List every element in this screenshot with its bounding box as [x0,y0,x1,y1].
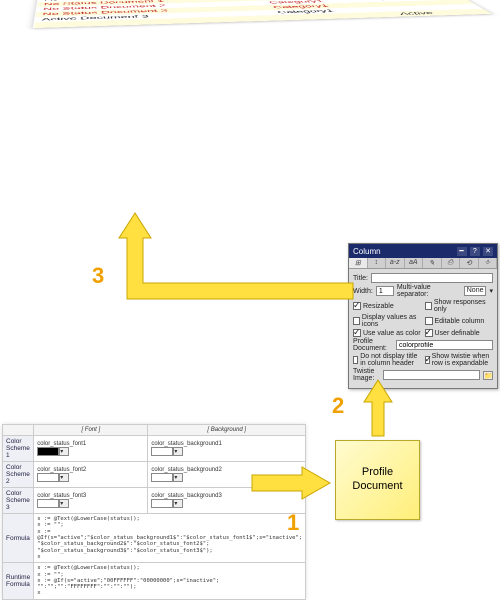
formula-label: Formula [3,514,34,563]
checkbox-label: Show twistie when row is expandable [432,353,493,367]
perspective-view: New Document Preferences Subject Categor… [40,0,460,215]
bg-color-swatch[interactable] [151,447,173,456]
checkbox[interactable] [425,356,430,364]
column-properties-dialog: Column ━ ? ✕ ⊞↕a-zaA✎⎙⟲⎀ Title: Width: M… [348,243,498,389]
chevron-down-icon[interactable]: ▾ [59,499,69,508]
hdr-background: [ Background ] [148,425,306,436]
dialog-tab[interactable]: ↕ [368,258,387,268]
chevron-down-icon[interactable]: ▾ [59,447,69,456]
dialog-tab[interactable]: ⟲ [460,258,479,268]
checkbox[interactable] [353,302,361,310]
dialog-tab[interactable]: ⎙ [442,258,461,268]
view-table: New Document Preferences Subject Categor… [33,0,492,28]
step-1-number: 1 [287,510,299,536]
title-input[interactable] [371,273,493,283]
mvsep-label: Multi-value separator: [397,284,461,298]
chevron-down-icon[interactable]: ▾ [173,499,183,508]
profile-line1: Profile [362,466,393,478]
scheme-font-cell: color_status_font3▾ [34,488,148,514]
profile-document-box: Profile Document [335,440,420,520]
dialog-tab[interactable]: ⎀ [479,258,498,268]
profiledoc-label: Profile Document: [353,338,393,352]
close-icon[interactable]: ✕ [483,247,493,256]
scheme-label: Color Scheme 1 [3,436,34,462]
checkbox-label: Do not display title in column header [360,353,421,367]
checkbox[interactable] [353,356,358,364]
checkbox[interactable] [353,329,361,337]
checkbox-label: Display values as icons [362,314,422,328]
checkbox-label: Use value as color [363,330,421,337]
chevron-down-icon[interactable]: ▾ [173,447,183,456]
window-buttons: ━ ? ✕ [456,246,493,256]
profiledoc-input[interactable] [396,340,493,350]
dialog-body: Title: Width: Multi-value separator: Non… [349,269,497,388]
checkbox[interactable] [353,317,360,325]
step-2-number: 2 [332,393,344,419]
width-label: Width: [353,288,373,295]
checkbox[interactable] [425,317,433,325]
chevron-down-icon[interactable]: ▾ [173,473,183,482]
step-3-number: 3 [92,263,104,289]
runtime-label: Runtime Formula [3,563,34,600]
dialog-tab[interactable]: a-z [386,258,405,268]
checkbox-label: Show responses only [434,299,493,313]
color-settings-panel: [ Font ] [ Background ] Color Scheme 1co… [2,424,306,600]
scheme-font-cell: color_status_font1▾ [34,436,148,462]
scheme-bg-cell: color_status_background1▾ [148,436,306,462]
help-icon[interactable]: ? [470,247,480,256]
font-color-swatch[interactable] [37,473,59,482]
chevron-down-icon[interactable]: ▾ [489,287,493,295]
scheme-label: Color Scheme 3 [3,488,34,514]
font-color-swatch[interactable] [37,447,59,456]
scheme-label: Color Scheme 2 [3,462,34,488]
minimize-icon[interactable]: ━ [457,247,467,256]
arrow-2 [362,380,394,436]
title-label: Title: [353,275,368,282]
dialog-title: Column [353,247,381,256]
checkbox-label: Editable column [435,318,485,325]
chevron-down-icon[interactable]: ▾ [59,473,69,482]
twistie-input[interactable] [383,370,480,380]
width-input[interactable] [376,286,394,296]
arrow-3 [113,213,353,305]
dialog-tab[interactable]: ✎ [423,258,442,268]
formula-code: s := @Text(@LowerCase(status)); x := "";… [34,514,306,563]
checkbox-label: User definable [435,330,480,337]
hdr-font: [ Font ] [34,425,148,436]
arrow-1 [252,465,330,501]
profile-line2: Document [352,480,402,492]
dialog-tabstrip: ⊞↕a-zaA✎⎙⟲⎀ [349,258,497,269]
hdr-blank [3,425,34,436]
mvsep-select[interactable]: None [464,286,487,296]
scheme-font-cell: color_status_font2▾ [34,462,148,488]
runtime-code: s := @Text(@LowerCase(status)); x := "";… [34,563,306,600]
checkbox[interactable] [425,302,432,310]
dialog-titlebar[interactable]: Column ━ ? ✕ [349,244,497,258]
dialog-tab[interactable]: aA [405,258,424,268]
bg-color-swatch[interactable] [151,473,173,482]
checkbox[interactable] [425,329,433,337]
image-picker-icon[interactable]: 📁 [483,371,493,380]
font-color-swatch[interactable] [37,499,59,508]
bg-color-swatch[interactable] [151,499,173,508]
checkbox-label: Resizable [363,303,394,310]
